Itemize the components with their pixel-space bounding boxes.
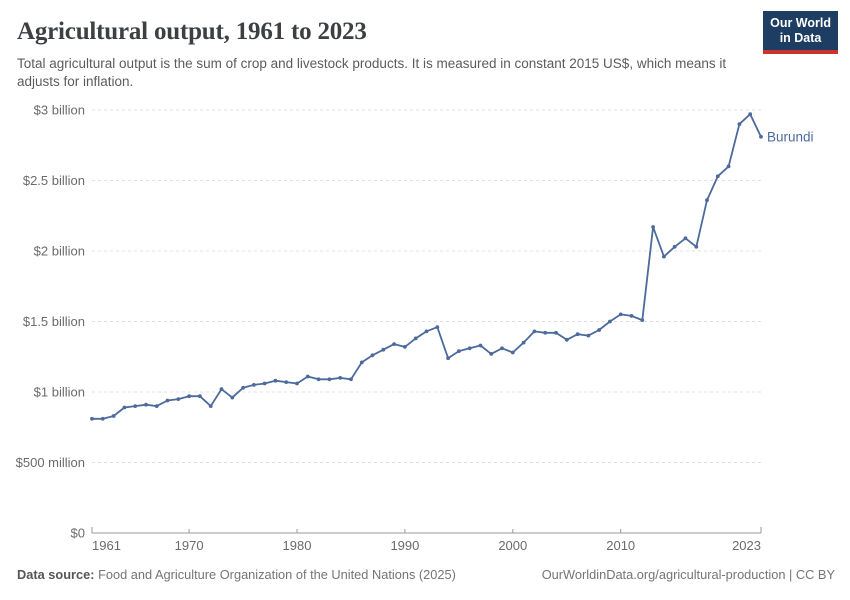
- data-point-marker: [273, 378, 278, 383]
- y-tick-label: $500 million: [16, 455, 85, 470]
- x-tick-label: 2000: [498, 538, 527, 553]
- data-point-marker: [554, 330, 558, 335]
- data-point-marker: [424, 329, 429, 334]
- x-tick-label: 1980: [283, 538, 312, 553]
- data-point-marker: [662, 254, 666, 259]
- data-point-marker: [651, 225, 655, 229]
- data-point-marker: [510, 350, 515, 355]
- y-tick-label: $1.5 billion: [23, 314, 85, 329]
- data-point-marker: [705, 198, 709, 203]
- data-point-marker: [446, 356, 450, 361]
- data-point-marker: [133, 404, 138, 408]
- chart-header: Agricultural output, 1961 to 2023 Total …: [0, 0, 850, 90]
- data-point-marker: [295, 381, 299, 386]
- data-point-marker: [618, 312, 623, 317]
- data-point-marker: [111, 414, 116, 418]
- x-tick-label: 2023: [732, 538, 761, 553]
- data-point-marker: [457, 349, 461, 353]
- chart-footer: Data source: Food and Agriculture Organi…: [17, 567, 835, 582]
- data-point-marker: [176, 397, 181, 401]
- data-point-marker: [467, 346, 472, 351]
- data-point-marker: [252, 383, 256, 387]
- data-point-marker: [489, 352, 494, 356]
- data-point-marker: [737, 122, 742, 126]
- y-tick-label: $1 billion: [34, 385, 85, 400]
- owid-url-license[interactable]: OurWorldinData.org/agricultural-producti…: [541, 567, 835, 582]
- data-point-marker: [683, 236, 688, 241]
- data-point-marker: [100, 416, 105, 421]
- data-point-marker: [694, 244, 699, 249]
- data-source-note: Data source: Food and Agriculture Organi…: [17, 567, 456, 582]
- page-title: Agricultural output, 1961 to 2023: [17, 18, 367, 45]
- data-point-marker: [597, 328, 601, 332]
- data-point-marker: [564, 337, 569, 342]
- data-point-marker: [327, 377, 332, 382]
- data-source-label: Data source:: [17, 567, 95, 582]
- data-point-marker: [403, 345, 407, 349]
- y-tick-label: $0: [71, 526, 85, 541]
- x-tick-label: 1961: [92, 538, 121, 553]
- data-source-text: Food and Agriculture Organization of the…: [94, 567, 456, 582]
- data-point-marker: [672, 244, 677, 249]
- data-point-marker: [370, 353, 375, 358]
- data-point-marker: [316, 377, 321, 382]
- owid-logo-line1: Our World: [770, 16, 831, 30]
- data-point-marker: [219, 387, 224, 392]
- owid-logo-line2: in Data: [779, 31, 822, 45]
- entity-label: Burundi: [767, 129, 814, 144]
- data-point-marker: [543, 330, 548, 335]
- data-point-marker: [144, 402, 148, 407]
- data-point-marker: [726, 164, 731, 169]
- data-point-marker: [381, 347, 386, 352]
- y-tick-label: $3 billion: [34, 103, 85, 118]
- y-tick-label: $2.5 billion: [23, 173, 85, 188]
- data-point-marker: [90, 416, 94, 421]
- data-point-marker: [586, 333, 591, 338]
- data-point-marker: [230, 395, 235, 400]
- data-point-marker: [715, 174, 720, 179]
- data-point-marker: [392, 342, 396, 346]
- data-point-marker: [284, 380, 289, 384]
- y-tick-label: $2 billion: [34, 244, 85, 259]
- data-point-marker: [165, 398, 170, 403]
- data-point-marker: [478, 343, 483, 348]
- data-point-marker: [208, 404, 213, 408]
- x-tick-label: 1990: [390, 538, 419, 553]
- data-point-marker: [575, 332, 580, 337]
- data-point-marker: [122, 405, 127, 410]
- data-point-marker: [305, 374, 310, 379]
- data-point-marker: [629, 314, 634, 318]
- data-point-marker: [413, 336, 418, 341]
- data-point-marker: [608, 319, 612, 324]
- data-point-marker: [262, 381, 267, 386]
- data-point-marker: [500, 346, 504, 351]
- data-point-marker: [640, 318, 645, 322]
- x-tick-label: 1970: [175, 538, 204, 553]
- owid-logo[interactable]: Our World in Data: [763, 11, 838, 54]
- data-point-marker: [748, 112, 753, 117]
- data-point-marker: [349, 377, 353, 382]
- data-point-marker: [435, 325, 440, 329]
- data-point-marker: [521, 340, 526, 345]
- data-point-marker: [241, 385, 246, 390]
- burundi-series-line: [91, 113, 762, 420]
- data-point-marker: [359, 360, 364, 365]
- data-point-marker: [187, 394, 192, 399]
- data-point-marker: [154, 404, 159, 408]
- data-point-marker: [532, 329, 537, 334]
- x-tick-label: 2010: [606, 538, 635, 553]
- line-chart-canvas: $0 $500 million $1 billion $1.5 billion $2 b…: [16, 103, 814, 554]
- chart-subtitle: Total agricultural output is the sum of …: [17, 56, 727, 89]
- data-point-marker: [338, 376, 343, 380]
- data-point-marker: [198, 394, 202, 399]
- data-point-marker: [759, 134, 763, 139]
